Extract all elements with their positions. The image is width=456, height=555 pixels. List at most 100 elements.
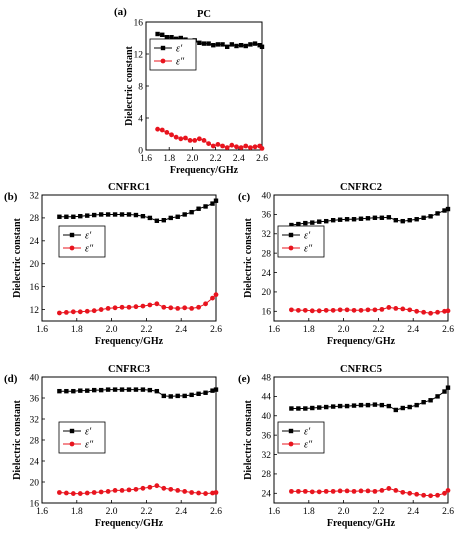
data-point [445,488,451,493]
legend-marker [69,428,75,434]
data-point [155,31,160,37]
data-point [238,145,244,151]
y-axis-label: Dielectric constant [12,399,23,479]
panel-label: (a) [114,6,127,18]
legend-marker [288,245,294,251]
data-point [77,491,83,496]
data-point [229,42,235,47]
series-real-permittivity [289,385,451,413]
data-point [77,309,83,315]
data-point [358,402,364,408]
x-tick-label: 1.8 [303,325,315,335]
data-point [70,309,76,315]
data-point [210,295,215,301]
data-point [147,215,153,221]
data-point [164,130,170,135]
data-point [407,490,413,496]
data-point [84,490,90,496]
panel-title: PC [197,9,211,20]
data-point [189,392,194,398]
series-imaginary-permittivity [289,486,451,499]
data-point [161,304,167,310]
data-point [119,212,125,217]
data-point [112,488,118,493]
series-imaginary-permittivity [155,126,265,151]
legend-marker [69,245,75,251]
x-tick-label: 1.8 [71,325,83,335]
legend-label: ε″ [304,440,313,451]
data-point [442,490,447,496]
data-point [234,144,239,150]
y-tick-label: 16 [30,499,40,509]
chart-panel-2: (b) CNFRC1 1.6 1.8 2.0 2.2 2.4 2.6 12 16 20 24 28 32 F… [4,182,222,347]
data-point [201,41,207,46]
y-tick-label: 12 [134,50,144,60]
data-point [133,387,139,392]
x-tick-label: 2.6 [210,325,222,335]
data-point [175,488,181,493]
data-point [98,307,104,312]
data-point [175,214,180,219]
data-point [296,406,301,411]
chart-panel-3: (c) CNFRC2 1.6 1.8 2.0 2.2 2.4 2.6 16 20 24 28 32 36 4… [238,182,454,347]
data-point [243,43,248,49]
data-point [428,310,433,316]
legend-label: ε′ [176,44,183,55]
data-point [243,143,249,149]
data-point [289,307,294,313]
data-point [71,388,76,394]
x-tick-label: 2.4 [407,507,419,517]
data-point [105,489,111,494]
data-point [358,216,364,221]
data-point [324,404,329,410]
data-point [337,217,343,222]
data-point [234,43,239,49]
data-point [173,134,179,140]
data-point [289,488,294,494]
x-tick-label: 2.2 [140,507,152,517]
data-point [393,306,399,311]
x-axis-label: Frequency/GHz [327,518,396,529]
data-point [133,304,139,310]
data-point [414,402,419,408]
legend: ε′ ε″ [58,421,106,454]
data-point [57,388,62,394]
y-tick-label: 24 [262,490,272,500]
data-point [428,493,433,499]
data-point [64,388,69,394]
data-point [407,404,412,410]
data-point [302,488,308,494]
data-point [175,393,180,399]
y-tick-label: 24 [262,269,272,279]
legend-label: ε″ [85,440,94,451]
legend-box [277,225,325,258]
legend-label: ε′ [304,427,311,438]
data-point [358,307,364,313]
data-point [182,305,188,311]
data-point [168,215,173,221]
panel-label: (e) [238,373,251,385]
data-point [164,35,170,40]
data-point [421,309,427,315]
data-point [133,486,139,492]
data-point [78,213,83,219]
data-point [91,490,97,495]
y-tick-label: 32 [262,230,272,240]
data-point [302,307,308,313]
legend-label: ε′ [85,231,92,242]
x-tick-label: 2.4 [407,325,419,335]
y-tick-label: 36 [30,394,40,404]
data-point [178,136,184,142]
data-point [445,385,451,390]
data-point [324,218,329,224]
data-point [84,308,90,314]
data-point [206,41,211,46]
data-point [57,214,62,219]
data-point [119,387,125,392]
y-tick-label: 20 [30,260,40,270]
y-axis-label: Dielectric constant [12,217,23,297]
data-point [140,387,146,392]
legend-box [58,421,106,454]
legend: ε′ ε″ [149,38,197,71]
